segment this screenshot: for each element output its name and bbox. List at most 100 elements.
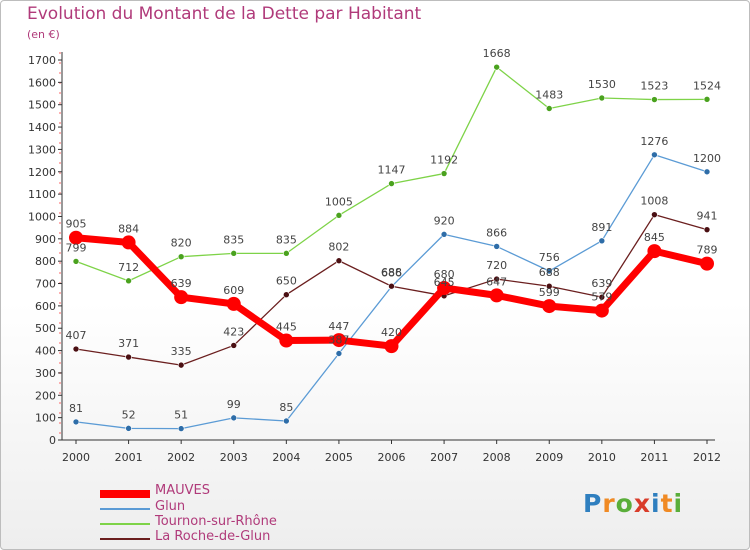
legend-label-la-roche: La Roche-de-Glun: [155, 529, 271, 544]
y-tick-label: 1300: [28, 143, 56, 156]
data-label-la-roche-de-glun: 1008: [640, 195, 668, 208]
data-label-la-roche-de-glun: 688: [381, 266, 402, 279]
y-tick-label: 300: [35, 367, 56, 380]
logo-letter: t: [660, 489, 674, 518]
data-point-mauves: [279, 333, 294, 348]
data-point-tournon-sur-rh-ne: [72, 258, 80, 265]
data-point-la-roche-de-glun: [72, 345, 80, 353]
data-label-glun: 686: [381, 267, 402, 280]
y-tick-label: 1100: [28, 188, 56, 201]
logo-letter: i: [651, 489, 661, 518]
x-tick-label: 2003: [220, 451, 248, 464]
data-label-la-roche-de-glun: 720: [486, 259, 507, 272]
data-label-glun: 81: [69, 402, 83, 415]
x-tick-label: 2000: [62, 451, 90, 464]
data-point-glun: [335, 350, 343, 357]
data-label-glun: 1200: [693, 152, 721, 165]
data-label-la-roche-de-glun: 335: [171, 345, 192, 358]
y-tick-label: 1000: [28, 210, 56, 223]
x-tick-label: 2008: [483, 451, 511, 464]
logo-letter: x: [633, 489, 651, 518]
data-label-glun: 920: [434, 214, 455, 227]
data-point-la-roche-de-glun: [177, 361, 185, 369]
series-line-glun: [75, 154, 708, 430]
y-tick-label: 800: [35, 255, 56, 268]
data-point-mauves: [226, 296, 241, 311]
data-label-la-roche-de-glun: 407: [66, 329, 87, 342]
x-tick-label: 2004: [272, 451, 300, 464]
data-label-tournon-sur-rh-ne: 1523: [640, 80, 668, 93]
y-tick-label: 700: [35, 278, 56, 291]
data-point-glun: [283, 417, 290, 425]
data-label-glun: 52: [122, 408, 136, 421]
data-label-la-roche-de-glun: 639: [591, 277, 612, 290]
data-label-glun: 891: [591, 221, 612, 234]
data-point-mauves: [174, 290, 189, 305]
data-point-glun: [440, 231, 448, 238]
data-point-mauves: [384, 339, 399, 354]
y-tick-label: 900: [35, 233, 56, 246]
data-point-mauves: [69, 230, 83, 245]
data-point-tournon-sur-rh-ne: [283, 250, 290, 257]
data-label-tournon-sur-rh-ne: 1147: [378, 164, 406, 177]
data-point-la-roche-de-glun: [230, 342, 238, 349]
data-point-tournon-sur-rh-ne: [598, 94, 606, 102]
data-label-mauves: 647: [486, 275, 507, 288]
data-label-la-roche-de-glun: 688: [539, 266, 560, 279]
data-label-glun: 1276: [640, 135, 668, 148]
data-point-la-roche-de-glun: [545, 282, 553, 290]
data-label-tournon-sur-rh-ne: 1524: [693, 79, 721, 92]
data-label-glun: 85: [279, 401, 293, 414]
legend-swatch-mauves: [100, 490, 150, 498]
data-label-mauves: 579: [591, 291, 612, 304]
data-label-mauves: 420: [381, 326, 402, 339]
data-label-tournon-sur-rh-ne: 835: [223, 233, 244, 246]
x-tick-label: 2001: [115, 451, 143, 464]
data-label-mauves: 884: [118, 222, 139, 235]
data-point-mauves: [121, 235, 136, 250]
x-tick-label: 2009: [535, 451, 563, 464]
data-label-mauves: 609: [223, 284, 244, 297]
data-label-la-roche-de-glun: 371: [118, 337, 139, 350]
data-point-glun: [72, 418, 80, 426]
x-tick-label: 2010: [588, 451, 616, 464]
legend-item-glun: Glun: [100, 499, 400, 516]
data-point-glun: [545, 267, 553, 275]
data-point-la-roche-de-glun: [335, 257, 343, 265]
data-point-tournon-sur-rh-ne: [125, 277, 132, 285]
legend-label-tournon: Tournon-sur-Rhône: [155, 514, 277, 529]
x-tick-label: 2011: [640, 451, 668, 464]
logo-letter: o: [615, 489, 634, 518]
data-label-mauves: 445: [276, 321, 297, 334]
data-label-mauves: 599: [539, 286, 560, 299]
data-point-glun: [598, 237, 606, 245]
y-tick-label: 0: [49, 434, 56, 447]
data-point-glun: [703, 168, 711, 176]
data-point-mauves: [542, 299, 557, 314]
chart-subtitle: (en €): [27, 28, 60, 41]
y-tick-label: 1600: [28, 76, 56, 89]
legend-label-glun: Glun: [155, 499, 186, 514]
data-label-la-roche-de-glun: 802: [328, 241, 349, 254]
legend-item-mauves: MAUVES: [100, 483, 400, 500]
data-label-mauves: 447: [328, 320, 349, 333]
logo-letter: P: [583, 489, 603, 518]
data-label-glun: 756: [539, 251, 560, 264]
chart-title: Evolution du Montant de la Dette par Hab…: [27, 4, 422, 24]
data-point-tournon-sur-rh-ne: [703, 96, 711, 103]
data-label-glun: 99: [227, 398, 241, 411]
data-label-tournon-sur-rh-ne: 1192: [430, 154, 458, 167]
data-point-la-roche-de-glun: [283, 291, 290, 299]
data-label-glun: 866: [486, 226, 507, 239]
data-point-mauves: [437, 281, 452, 295]
y-tick-label: 1200: [28, 166, 56, 179]
data-point-mauves: [647, 244, 662, 259]
data-point-mauves: [331, 333, 346, 348]
y-tick-label: 600: [35, 300, 56, 313]
logo-letter: i: [673, 489, 684, 518]
data-label-tournon-sur-rh-ne: 820: [171, 237, 192, 250]
y-tick-label: 400: [35, 345, 56, 358]
data-point-glun: [651, 151, 658, 159]
data-label-tournon-sur-rh-ne: 835: [276, 233, 297, 246]
legend-swatch-glun: [100, 508, 150, 510]
